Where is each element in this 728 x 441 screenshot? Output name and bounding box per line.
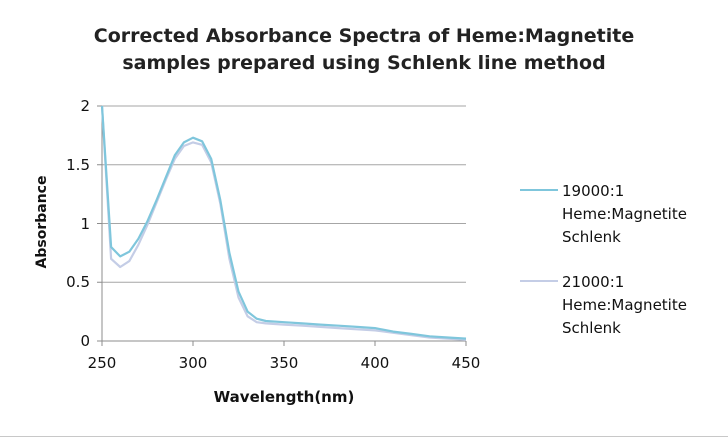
legend-label-line: Heme:Magnetite [562,205,687,223]
series-line-1 [100,105,467,340]
x-tick-label-4: 450 [451,354,481,372]
x-tick-label-3: 400 [360,354,390,372]
legend-label-series-1: 19000:1 Heme:Magnetite Schlenk [562,180,687,249]
legend-label-line: 21000:1 [562,273,625,291]
y-tick-label-1: 0.5 [66,273,90,292]
chart-title-line-1: Corrected Absorbance Spectra of Heme:Mag… [93,25,635,47]
y-tick-label-0: 0 [80,332,90,350]
legend-label-line: Schlenk [562,319,621,337]
legend-label-series-2: 21000:1 Heme:Magnetite Schlenk [562,271,687,340]
chart-title-line-2: samples prepared using Schlenk line meth… [122,52,606,74]
legend-label-line: Heme:Magnetite [562,296,687,314]
x-axis-label: Wavelength(nm) [213,388,355,406]
y-axis-label: Absorbance [34,175,50,269]
y-tick-label-4: 2 [80,97,90,115]
y-tick-label-3: 1.5 [66,155,90,174]
legend-label-line: 19000:1 [562,182,625,200]
x-tick-label-2: 350 [269,354,299,372]
series-line-2 [100,105,467,341]
legend-swatch-series-2 [520,280,558,282]
x-tick-label-0: 250 [87,354,117,372]
x-tick-label-1: 300 [178,354,208,372]
bottom-divider [0,436,728,437]
legend-label-line: Schlenk [562,228,621,246]
y-tick-label-2: 1 [80,214,90,233]
legend-swatch-series-1 [520,189,558,191]
